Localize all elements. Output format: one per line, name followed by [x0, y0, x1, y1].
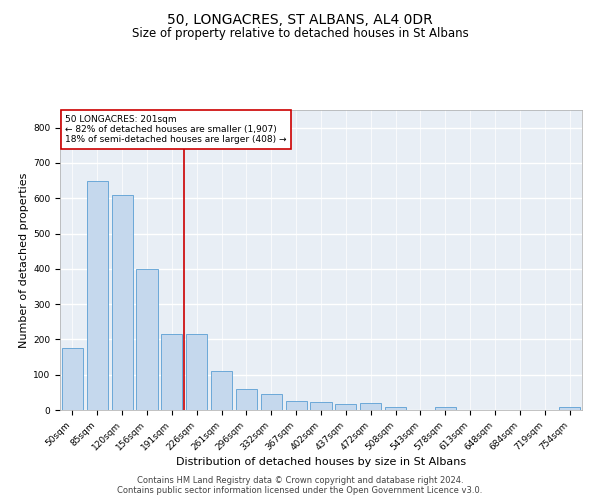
Bar: [112, 194, 133, 410]
Bar: [335, 404, 356, 410]
Bar: [136, 269, 158, 410]
Text: Contains HM Land Registry data © Crown copyright and database right 2024.
Contai: Contains HM Land Registry data © Crown c…: [118, 476, 482, 495]
Text: 50, LONGACRES, ST ALBANS, AL4 0DR: 50, LONGACRES, ST ALBANS, AL4 0DR: [167, 12, 433, 26]
Bar: [360, 403, 381, 410]
Bar: [236, 389, 257, 410]
X-axis label: Distribution of detached houses by size in St Albans: Distribution of detached houses by size …: [176, 458, 466, 468]
Y-axis label: Number of detached properties: Number of detached properties: [19, 172, 29, 348]
Bar: [286, 401, 307, 410]
Bar: [87, 180, 108, 410]
Bar: [211, 371, 232, 410]
Bar: [310, 402, 332, 410]
Text: Size of property relative to detached houses in St Albans: Size of property relative to detached ho…: [131, 28, 469, 40]
Bar: [62, 348, 83, 410]
Text: 50 LONGACRES: 201sqm
← 82% of detached houses are smaller (1,907)
18% of semi-de: 50 LONGACRES: 201sqm ← 82% of detached h…: [65, 114, 287, 144]
Bar: [261, 394, 282, 410]
Bar: [559, 407, 580, 410]
Bar: [186, 334, 207, 410]
Bar: [435, 407, 456, 410]
Bar: [385, 407, 406, 410]
Bar: [161, 334, 182, 410]
